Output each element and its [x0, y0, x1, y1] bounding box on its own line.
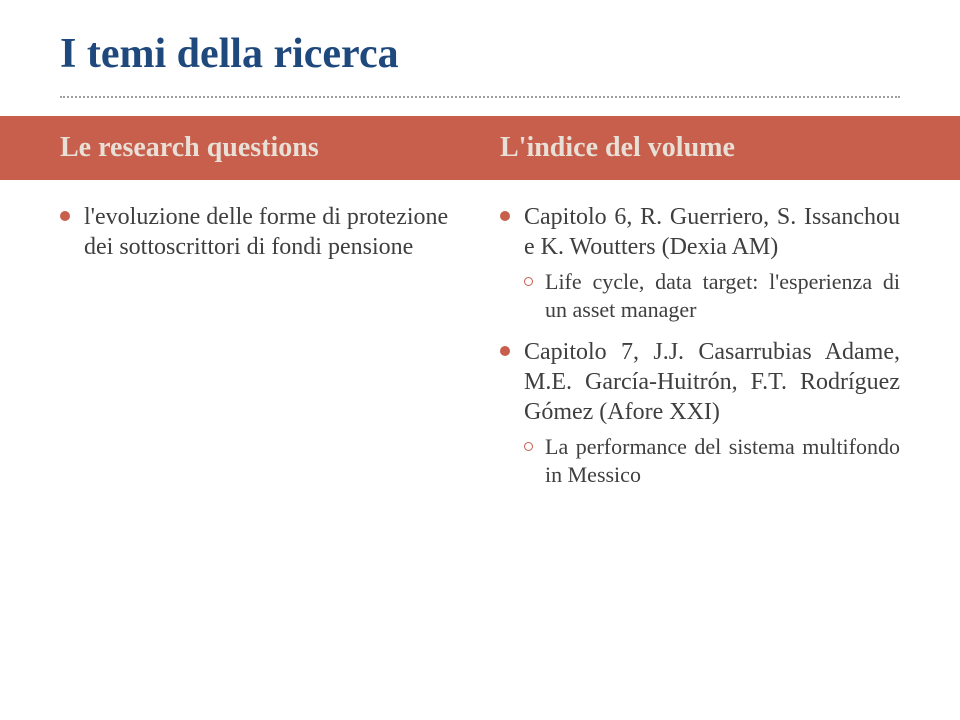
list-item: Capitolo 7, J.J. Casarrubias Adame, M.E.… — [500, 337, 900, 488]
list-item: l'evoluzione delle forme di protezione d… — [60, 202, 460, 262]
left-column: l'evoluzione delle forme di protezione d… — [60, 202, 460, 502]
content-row: l'evoluzione delle forme di protezione d… — [0, 180, 960, 542]
bullet-ring-icon — [524, 442, 533, 451]
list-item: Capitolo 6, R. Guerriero, S. Issanchou e… — [500, 202, 900, 323]
bullet-ring-icon — [524, 277, 533, 286]
subtitle-right: L'indice del volume — [500, 132, 900, 164]
sub-list: La performance del sistema multifondo in… — [500, 433, 900, 488]
title-wrap: I temi della ricerca — [0, 0, 960, 88]
right-item-text: Capitolo 7, J.J. Casarrubias Adame, M.E.… — [524, 337, 900, 427]
sub-item-text: La performance del sistema multifondo in… — [545, 433, 900, 488]
slide-title: I temi della ricerca — [60, 30, 900, 78]
sub-list: Life cycle, data target: l'esperienza di… — [500, 268, 900, 323]
list-item: Life cycle, data target: l'esperienza di… — [524, 268, 900, 323]
bullet-icon — [500, 211, 510, 221]
left-item-text: l'evoluzione delle forme di protezione d… — [84, 202, 460, 262]
bullet-icon — [60, 211, 70, 221]
dotted-divider — [60, 96, 900, 98]
bullet-icon — [500, 346, 510, 356]
right-column: Capitolo 6, R. Guerriero, S. Issanchou e… — [500, 202, 900, 502]
subtitle-left: Le research questions — [60, 132, 460, 164]
left-list: l'evoluzione delle forme di protezione d… — [60, 202, 460, 262]
subtitle-band: Le research questions L'indice del volum… — [0, 116, 960, 180]
slide: I temi della ricerca Le research questio… — [0, 0, 960, 720]
right-item-text: Capitolo 6, R. Guerriero, S. Issanchou e… — [524, 202, 900, 262]
sub-item-text: Life cycle, data target: l'esperienza di… — [545, 268, 900, 323]
right-list: Capitolo 6, R. Guerriero, S. Issanchou e… — [500, 202, 900, 488]
list-item: La performance del sistema multifondo in… — [524, 433, 900, 488]
